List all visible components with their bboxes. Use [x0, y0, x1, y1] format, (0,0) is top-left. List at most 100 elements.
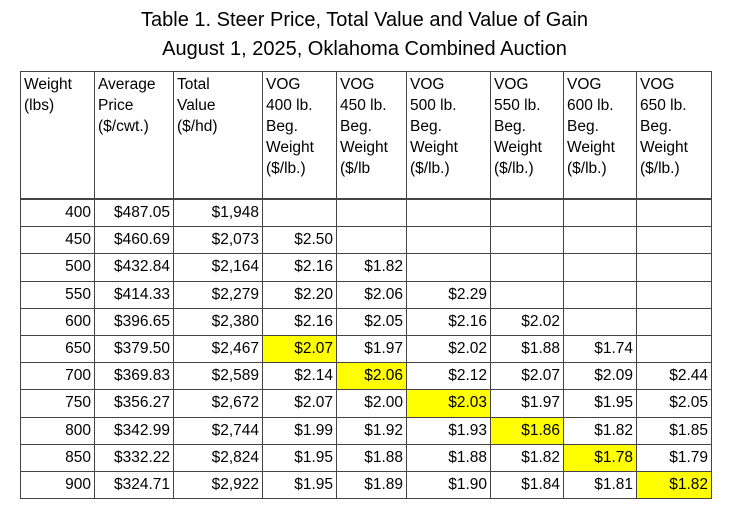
vog-cell [406, 226, 491, 255]
table-title: Table 1. Steer Price, Total Value and Va… [141, 9, 588, 31]
vog-cell: $2.16 [406, 307, 491, 336]
price-cell: $487.05 [94, 198, 174, 228]
header-line: Weight [340, 139, 388, 156]
column-header-vog-450: VOG 450 lb. Beg. Weight ($/lb [336, 71, 407, 200]
column-header-weight: Weight (lbs) [20, 71, 95, 200]
table-row: 850 $332.22 $2,824 $1.95 $1.88 $1.88 $1.82 $1.7… [20, 443, 712, 472]
vog-cell: $1.95 [262, 470, 337, 500]
vog-cell: $1.88 [336, 443, 407, 472]
header-line: 400 lb. [266, 97, 313, 114]
vog-cell [563, 280, 637, 309]
column-header-average-price: Average Price ($/cwt.) [94, 71, 174, 200]
vog-cell: $2.20 [262, 280, 337, 309]
total-value-cell: $2,589 [173, 362, 263, 391]
vog-cell: $2.05 [336, 307, 407, 336]
header-line: Weight [24, 76, 72, 93]
header-line: 650 lb. [640, 97, 687, 114]
vog-cell: $1.84 [490, 470, 564, 500]
table-row: 500 $432.84 $2,164 $2.16 $1.82 [20, 253, 712, 282]
header-line: VOG [640, 76, 675, 93]
vog-cell: $1.92 [336, 416, 407, 445]
vog-cell: $2.16 [262, 253, 337, 282]
vog-cell: $2.06 [336, 280, 407, 309]
vog-cell [636, 226, 712, 255]
header-line: Beg. [640, 118, 672, 135]
column-header-vog-400: VOG 400 lb. Beg. Weight ($/lb.) [262, 71, 337, 200]
header-line: Weight [266, 139, 314, 156]
vog-cell: $2.07 [262, 334, 337, 364]
header-line: 500 lb. [410, 97, 457, 114]
vog-cell [563, 198, 637, 228]
vog-cell: $1.88 [490, 334, 564, 364]
vog-cell: $1.82 [336, 253, 407, 282]
header-line: Total [177, 76, 210, 93]
vog-cell: $1.95 [563, 389, 637, 418]
header-line: (lbs) [24, 97, 55, 114]
vog-cell: $2.03 [406, 389, 491, 418]
column-header-vog-650: VOG 650 lb. Beg. Weight ($/lb.) [636, 71, 712, 200]
vog-cell [336, 198, 407, 228]
vog-cell [563, 253, 637, 282]
vog-cell: $2.16 [262, 307, 337, 336]
price-cell: $432.84 [94, 253, 174, 282]
header-line: VOG [410, 76, 445, 93]
total-value-cell: $2,380 [173, 307, 263, 336]
price-cell: $356.27 [94, 389, 174, 418]
table-row: 550 $414.33 $2,279 $2.20 $2.06 $2.29 [20, 280, 712, 309]
vog-cell: $1.82 [563, 416, 637, 445]
price-cell: $342.99 [94, 416, 174, 445]
vog-cell: $1.95 [262, 443, 337, 472]
header-line: ($/lb.) [640, 160, 680, 177]
vog-cell [490, 253, 564, 282]
table-row: 800 $342.99 $2,744 $1.99 $1.92 $1.93 $1.86 $1.8… [20, 416, 712, 445]
vog-cell: $1.97 [336, 334, 407, 364]
vog-cell: $1.99 [262, 416, 337, 445]
vog-cell: $1.85 [636, 416, 712, 445]
header-line: ($/lb.) [494, 160, 534, 177]
vog-cell [490, 280, 564, 309]
weight-cell: 850 [20, 443, 95, 472]
price-cell: $396.65 [94, 307, 174, 336]
weight-cell: 900 [20, 470, 95, 500]
vog-cell [406, 198, 491, 228]
column-header-vog-550: VOG 550 lb. Beg. Weight ($/lb.) [490, 71, 564, 200]
vog-cell [636, 334, 712, 364]
vog-cell: $2.29 [406, 280, 491, 309]
total-value-cell: $2,744 [173, 416, 263, 445]
total-value-cell: $1,948 [173, 198, 263, 228]
weight-cell: 400 [20, 198, 95, 228]
vog-cell: $2.00 [336, 389, 407, 418]
vog-cell: $1.78 [563, 443, 637, 472]
vog-cell: $1.86 [490, 416, 564, 445]
table-row: 700 $369.83 $2,589 $2.14 $2.06 $2.12 $2.07 $2.0… [20, 362, 712, 391]
vog-cell: $2.44 [636, 362, 712, 391]
vog-cell: $2.07 [490, 362, 564, 391]
total-value-cell: $2,073 [173, 226, 263, 255]
vog-cell: $2.06 [336, 362, 407, 391]
vog-cell: $1.90 [406, 470, 491, 500]
header-line: Beg. [266, 118, 298, 135]
price-cell: $414.33 [94, 280, 174, 309]
vog-cell [262, 198, 337, 228]
vog-cell: $1.93 [406, 416, 491, 445]
vog-cell: $1.79 [636, 443, 712, 472]
vog-cell [490, 198, 564, 228]
table-row: 650 $379.50 $2,467 $2.07 $1.97 $2.02 $1.88 $1.7… [20, 334, 712, 364]
header-line: 550 lb. [494, 97, 541, 114]
header-line: Weight [640, 139, 688, 156]
weight-cell: 550 [20, 280, 95, 309]
header-line: Weight [567, 139, 615, 156]
weight-cell: 450 [20, 226, 95, 255]
vog-cell [563, 226, 637, 255]
vog-cell: $1.82 [636, 470, 712, 500]
column-header-vog-600: VOG 600 lb. Beg. Weight ($/lb.) [563, 71, 637, 200]
header-line: Beg. [340, 118, 372, 135]
price-cell: $369.83 [94, 362, 174, 391]
vog-cell: $2.02 [406, 334, 491, 364]
vog-cell: $1.88 [406, 443, 491, 472]
vog-cell [636, 307, 712, 336]
header-line: Weight [410, 139, 458, 156]
vog-cell [636, 198, 712, 228]
table-row: 600 $396.65 $2,380 $2.16 $2.05 $2.16 $2.02 [20, 307, 712, 336]
vog-cell: $2.02 [490, 307, 564, 336]
